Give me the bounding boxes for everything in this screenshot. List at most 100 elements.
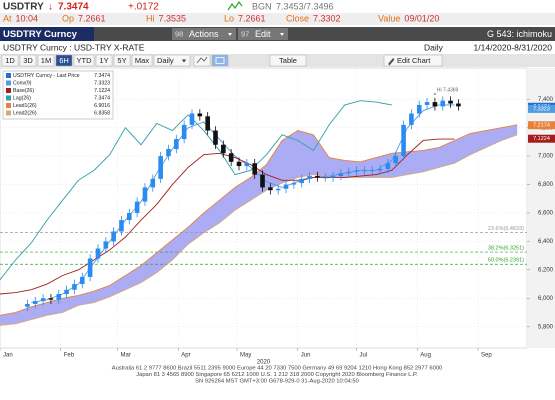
legend-label: Lead1(26) — [13, 103, 37, 109]
candle-body — [197, 113, 203, 117]
quote-value: 10:04 — [16, 13, 39, 23]
table-button[interactable] — [269, 54, 307, 67]
candle-body — [448, 100, 453, 104]
candle-body — [393, 156, 399, 164]
period-button-label: 5Y — [117, 56, 126, 65]
candle-body — [307, 176, 312, 179]
edit-code: 97 — [241, 29, 249, 38]
x-tick-label: Aug — [420, 353, 431, 359]
period-button[interactable] — [73, 54, 95, 67]
year-label: 2020 — [257, 360, 271, 366]
icon-button[interactable] — [211, 54, 229, 67]
candle-body — [25, 303, 30, 307]
candle-body — [103, 241, 109, 249]
quote-value: 7.2661 — [238, 13, 266, 23]
candle-body — [236, 161, 242, 167]
period-button[interactable] — [1, 54, 19, 67]
candle-body — [440, 100, 446, 107]
dropdown-arrow — [182, 59, 186, 63]
quote-value: 09/01/20 — [404, 13, 439, 23]
period-button[interactable] — [55, 54, 73, 67]
ticker: USDTRY — [3, 2, 44, 13]
period-button-label: Max — [135, 56, 149, 65]
quote-label: At — [3, 13, 12, 23]
legend-value: 7.3474 — [94, 95, 110, 101]
date-range: 1/14/2020-8/31/2020 — [474, 42, 553, 52]
candle-body — [48, 298, 54, 300]
indicator-line — [0, 100, 392, 281]
x-tick-label: May — [240, 353, 251, 359]
edit-chart-button[interactable] — [383, 54, 443, 67]
axis-tag-label: 7.3323 — [533, 106, 550, 112]
retracement-label: 50.0%(6.2391) — [488, 258, 524, 264]
x-tick-label: Jan — [3, 353, 13, 359]
right-axis-panel — [527, 68, 555, 348]
axis-tag — [528, 104, 555, 113]
candle-body — [174, 139, 179, 150]
candle-body — [330, 176, 336, 178]
candle-body — [424, 102, 430, 105]
net-change: +.0172 — [128, 2, 159, 13]
period-button[interactable] — [37, 54, 55, 67]
period-button-label: 1M — [41, 56, 51, 65]
y-tick-label: 6,000 — [538, 296, 554, 302]
candle-body — [189, 113, 195, 125]
quote-label: Lo — [224, 13, 234, 23]
candle-body — [416, 104, 422, 114]
edit-button[interactable] — [238, 28, 288, 40]
axis-tag-label: 7.2174 — [533, 123, 550, 129]
legend-label: Lag(26) — [13, 95, 31, 101]
retracement-label: 23.6%(6.4633) — [488, 226, 524, 232]
candle-body — [432, 102, 438, 107]
x-tick-label: Apr — [181, 353, 190, 359]
y-tick-label: 5,800 — [538, 324, 554, 330]
dropdown-arrow — [228, 33, 232, 36]
legend-value: 7.3474 — [94, 73, 110, 79]
period-button-label: 3D — [23, 56, 33, 65]
y-tick-label: 6,200 — [538, 267, 554, 273]
actions-label: Actions — [189, 29, 219, 39]
period-button[interactable] — [113, 54, 131, 67]
y-tick-label: 6,600 — [538, 211, 554, 217]
candle-body — [315, 176, 320, 178]
candle-body — [134, 201, 140, 213]
last-price: 7.3474 — [58, 2, 89, 13]
candle-body — [354, 170, 359, 172]
candle-body — [377, 168, 383, 171]
change-arrow: ↓ — [48, 2, 53, 13]
legend-swatch — [6, 73, 11, 78]
period-button[interactable] — [131, 54, 153, 67]
period-button[interactable] — [19, 54, 37, 67]
actions-button[interactable] — [172, 28, 236, 40]
candle-body — [401, 124, 406, 157]
period-button[interactable] — [95, 54, 113, 67]
legend-swatch — [6, 103, 11, 108]
legend-swatch — [6, 88, 11, 93]
legend-label: Lead2(26) — [13, 110, 37, 116]
period-button-label: YTD — [77, 56, 93, 65]
footer-line: Australia 61 2 9777 8600 Brazil 5511 239… — [112, 366, 443, 372]
y-tick-label: 6,800 — [538, 182, 554, 188]
candle-body — [228, 153, 234, 162]
icon — [215, 57, 225, 64]
quote-label: Hi — [146, 13, 155, 23]
period-select[interactable] — [153, 54, 191, 67]
icon-button[interactable] — [193, 54, 211, 67]
axis-tag — [528, 134, 555, 143]
candle-body — [87, 258, 93, 277]
quote-label: Op — [62, 13, 74, 23]
x-tick-label: Jun — [301, 353, 311, 359]
candle-body — [95, 248, 101, 259]
y-tick-label: 7,000 — [538, 154, 554, 160]
quote-bar — [0, 13, 555, 25]
axis-tag-label: 7.1224 — [533, 136, 550, 142]
candle-body — [456, 103, 461, 107]
candle-body — [166, 149, 171, 157]
quote-value: 7.2661 — [78, 13, 106, 23]
annotation: Hi 7.4369 — [437, 87, 459, 93]
legend-swatch — [6, 95, 11, 101]
candle-body — [142, 187, 148, 202]
pricing-source: BGN — [252, 1, 272, 11]
candle-body — [119, 220, 124, 232]
candle-body — [268, 187, 273, 191]
